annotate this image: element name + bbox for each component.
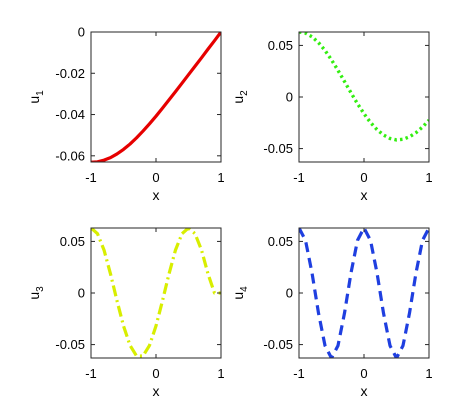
y-tick-label: 0.05	[268, 234, 293, 249]
x-axis-label: x	[361, 187, 368, 203]
x-axis-label: x	[153, 187, 160, 203]
y-axis-label: u3	[26, 286, 46, 300]
chart-panel-1: -1 0 1 0 -0.02 -0.04 -0.06 x u1	[26, 25, 225, 204]
x-axis-label: x	[153, 383, 160, 399]
y-tick-label: 0	[286, 90, 293, 105]
chart-panel-4: -1 0 1 0.05 0 -0.05 x u4	[230, 227, 433, 399]
series-line-1	[91, 228, 221, 358]
x-tick-label: -1	[293, 170, 305, 185]
y-tick-label: -0.05	[55, 337, 85, 352]
y-tick-label: -0.04	[55, 107, 85, 122]
y-axis-label: u2	[230, 90, 250, 104]
y-tick-label: 0	[286, 286, 293, 301]
x-tick-label: 1	[425, 170, 432, 185]
y-axis-label: u1	[26, 90, 46, 104]
x-tick-label: 1	[217, 366, 224, 381]
y-tick-label: 0	[78, 25, 85, 40]
x-tick-label: 0	[152, 170, 159, 185]
y-tick-label: -0.05	[263, 141, 293, 156]
y-tick-label: -0.05	[263, 337, 293, 352]
y-tick-label: -0.02	[55, 66, 85, 81]
x-tick-label: 1	[217, 170, 224, 185]
y-tick-label: -0.06	[55, 148, 85, 163]
series-line-1	[299, 228, 429, 358]
x-axis-label: x	[361, 383, 368, 399]
series-line-1	[299, 32, 429, 142]
x-tick-label: -1	[85, 366, 97, 381]
x-tick-label: 1	[425, 366, 432, 381]
y-tick-label: 0.05	[60, 234, 85, 249]
chart-panel-2: -1 0 1 0.05 0 -0.05 x u2	[230, 31, 433, 203]
chart-panel-3: -1 0 1 0.05 0 -0.05 x u3	[26, 227, 225, 399]
panels: -1 0 1 0 -0.02 -0.04 -0.06 x u1 -1 0 1 0.05 0 -0.05 x u2…	[26, 25, 433, 400]
x-tick-label: 0	[360, 170, 367, 185]
x-tick-label: 0	[152, 366, 159, 381]
x-tick-label: -1	[293, 366, 305, 381]
x-tick-label: 0	[360, 366, 367, 381]
y-axis-label: u4	[230, 286, 250, 300]
x-tick-label: -1	[85, 170, 97, 185]
y-tick-label: 0.05	[268, 38, 293, 53]
y-tick-label: 0	[78, 286, 85, 301]
series-line-1	[91, 32, 221, 162]
